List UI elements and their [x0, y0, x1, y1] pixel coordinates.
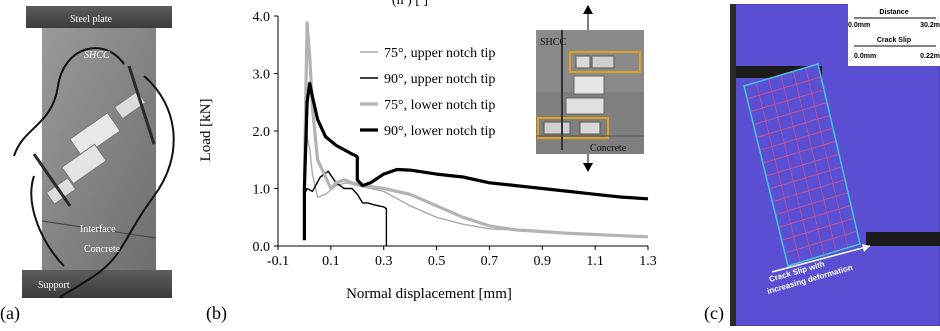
- chart-title: (h ) [ ]: [392, 0, 428, 8]
- crack-slip-image: Crack Slip with increasing deformation D…: [729, 3, 940, 327]
- y-tick-label: 0.0: [253, 240, 271, 255]
- y-tick-label: 1.0: [253, 183, 271, 198]
- crack-slip-field: [743, 63, 861, 267]
- scale-distance-min: 0.0mm: [848, 22, 870, 29]
- legend-background: [356, 44, 540, 152]
- x-tick-label: 0.3: [375, 254, 393, 269]
- x-axis-title: Normal displacement [mm]: [346, 286, 512, 302]
- y-axis-title: Load [kN]: [198, 99, 214, 162]
- legend-label: 75°, upper notch tip: [384, 46, 495, 61]
- crack-slip-drawing: Crack Slip with increasing deformation D…: [729, 3, 940, 327]
- label-concrete: Concrete: [84, 244, 121, 255]
- legend-label: 90°, lower notch tip: [384, 124, 495, 139]
- inset-label-concrete: Concrete: [590, 143, 627, 154]
- y-tick-label: 4.0: [253, 10, 271, 25]
- label-shcc: SHCC: [84, 50, 110, 61]
- legend-label: 75°, lower notch tip: [384, 98, 495, 113]
- x-tick-label: 0.9: [534, 254, 552, 269]
- series-line-2: [303, 170, 388, 246]
- specimen-photo-drawing: Steel plate SHCC Interface Concrete Supp…: [13, 6, 175, 299]
- y-tick-label: 2.0: [253, 125, 271, 140]
- label-support: Support: [38, 280, 70, 291]
- series-line-4: [302, 81, 649, 241]
- crack-grid-line: [793, 71, 837, 252]
- steel-plate: [26, 6, 172, 28]
- crack-grid-line: [780, 74, 825, 256]
- scale-legend: Distance 0.0mm 30.2m Crack Slip 0.0mm 0.…: [848, 4, 940, 66]
- crack-grid-line: [768, 78, 813, 259]
- scale-distance-title: Distance: [879, 9, 908, 16]
- panel-label-b: (b): [206, 303, 227, 323]
- panel-label-a: (a): [0, 303, 20, 323]
- chart-svg: -0.1 0.1 0.3 0.5 0.7 0.9 1.1 1.3 0.0 1.0 2.0 3.0 4.0…: [198, 0, 657, 302]
- arrow-up-icon: [583, 5, 593, 14]
- series-layer: [302, 21, 649, 246]
- scale-slip-min: 0.0mm: [854, 53, 876, 60]
- crack-grid-line: [805, 67, 849, 248]
- cable: [13, 47, 125, 157]
- highlight-box-upper: [569, 51, 641, 73]
- legend-label: 90°, upper notch tip: [384, 72, 495, 87]
- panel-label-c: (c): [704, 303, 724, 323]
- lower-notch: [866, 232, 940, 246]
- annotation-arrow: [771, 245, 871, 273]
- x-tick-label: 0.5: [428, 254, 446, 269]
- series-line-3: [302, 21, 649, 239]
- x-tick-label: 1.3: [639, 254, 657, 269]
- specimen-photo: Steel plate SHCC Interface Concrete Supp…: [4, 6, 190, 299]
- legend: 75°, upper notch tip 90°, upper notch tip…: [356, 44, 540, 152]
- inset-label-shcc: SHCC: [540, 37, 566, 48]
- scale-slip-max: 0.22m: [920, 53, 940, 60]
- x-tick-label: -0.1: [267, 254, 289, 269]
- x-tick-label: 1.1: [586, 254, 604, 269]
- highlight-box-lower: [537, 117, 609, 139]
- interface-line: [41, 220, 157, 239]
- load-displacement-chart: -0.1 0.1 0.3 0.5 0.7 0.9 1.1 1.3 0.0 1.0 2.0 3.0 4.0…: [196, 0, 666, 326]
- arrow-head-icon: [862, 244, 870, 252]
- scale-slip-title: Crack Slip: [877, 37, 911, 44]
- y-tick-label: 3.0: [253, 68, 271, 83]
- inset-photo: SHCC Concrete: [536, 5, 644, 172]
- clip-gauge: [32, 65, 156, 207]
- label-steel-plate: Steel plate: [70, 14, 112, 25]
- crack-grid-line: [756, 82, 801, 263]
- cable: [59, 75, 175, 299]
- cable: [30, 175, 65, 267]
- scale-distance-max: 30.2m: [920, 22, 940, 29]
- x-tick-label: 0.7: [481, 254, 499, 269]
- arrow-down-icon: [583, 163, 593, 172]
- tick-layer: -0.1 0.1 0.3 0.5 0.7 0.9 1.1 1.3 0.0 1.0 2.0 3.0 4.0: [253, 10, 657, 269]
- label-interface: Interface: [80, 224, 116, 235]
- x-tick-label: 0.1: [322, 254, 340, 269]
